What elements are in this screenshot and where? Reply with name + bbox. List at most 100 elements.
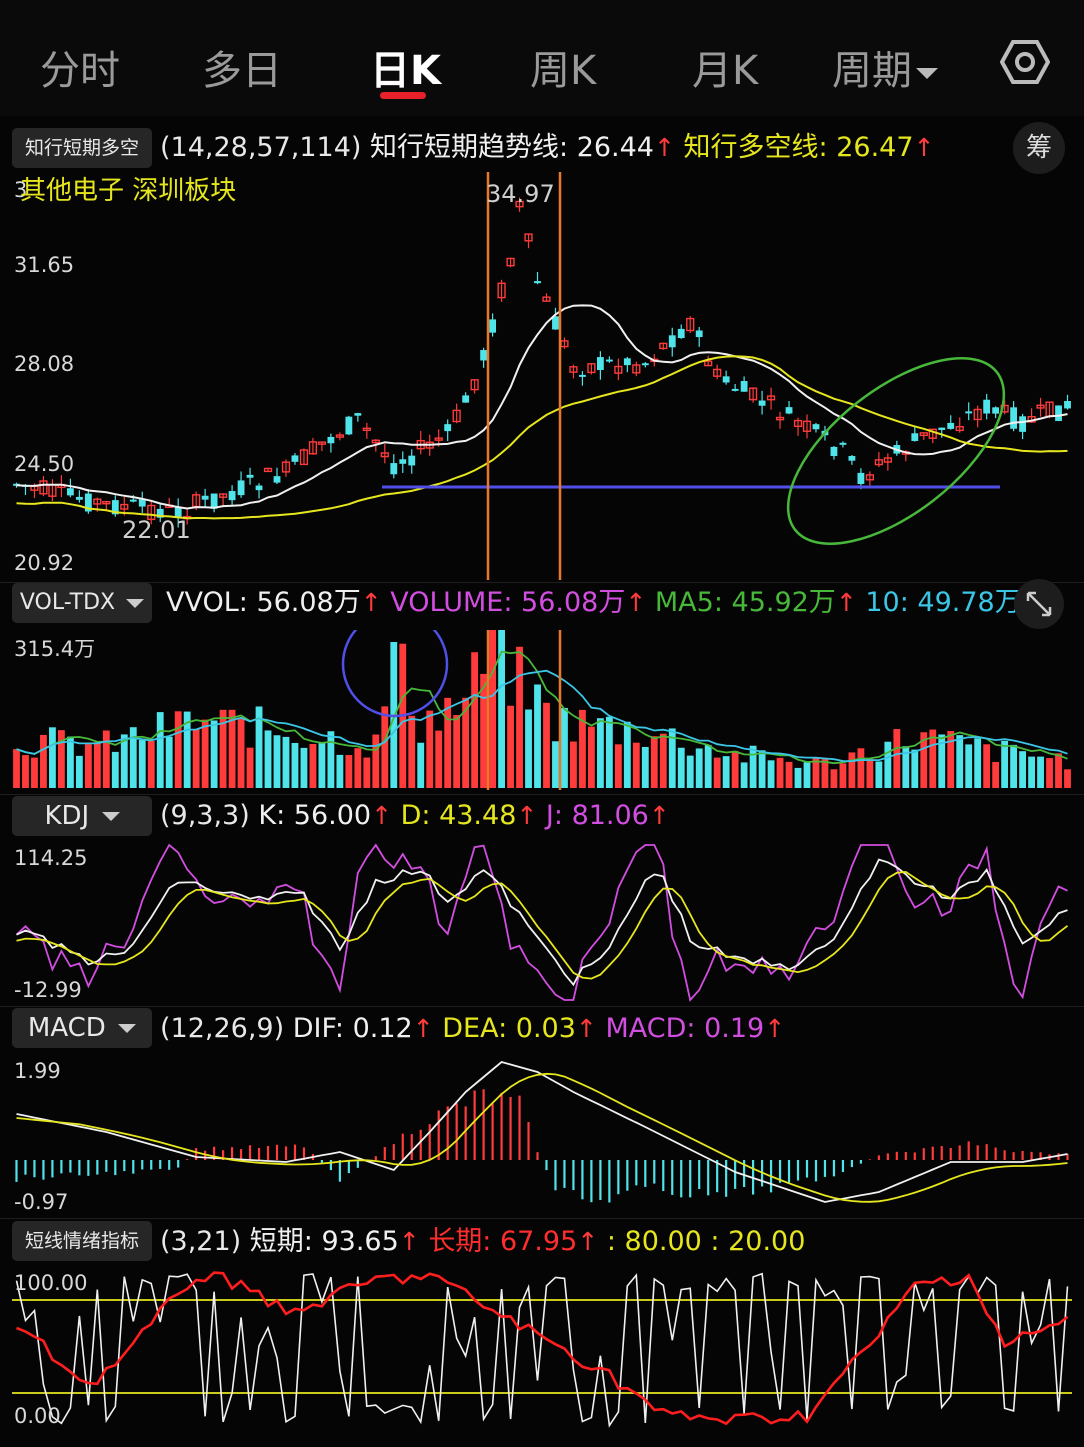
volume-bar [605, 716, 613, 788]
volume-bar [956, 735, 964, 788]
highlight-box [486, 630, 562, 790]
tab-fenshi[interactable]: 分时 [40, 48, 120, 94]
candle-body [812, 424, 820, 430]
volume-panel[interactable] [12, 630, 1072, 790]
volume-bar [659, 733, 667, 788]
candle-body [335, 434, 344, 438]
candle-body [515, 200, 524, 208]
candle-body [102, 501, 111, 505]
volume-bar [561, 707, 568, 788]
candle-body [255, 485, 263, 491]
tab-yuek[interactable]: 月K [692, 48, 759, 94]
tab-duori[interactable]: 多日 [202, 48, 282, 94]
candle-body [228, 491, 236, 501]
candle-body [623, 358, 631, 366]
emotion-panel[interactable] [12, 1265, 1072, 1435]
volume-bar [579, 709, 586, 788]
chip-distribution-button[interactable]: 筹 [1013, 122, 1065, 174]
candle-body [156, 508, 164, 518]
volume-bar [111, 751, 119, 788]
volume-bar [650, 736, 658, 788]
long-short-line [16, 355, 1068, 520]
candle-body [371, 439, 380, 444]
volume-bar [767, 760, 775, 788]
volume-indicator-selector[interactable]: VOL-TDX [12, 583, 152, 623]
volume-bar [309, 743, 317, 788]
volume-bar [219, 709, 227, 788]
candle-body [390, 463, 398, 475]
tab-zhouk[interactable]: 周K [530, 48, 597, 94]
candle-body [13, 483, 20, 486]
dea-line [16, 1072, 1068, 1203]
volume-bar [902, 746, 910, 788]
volume-bar [525, 709, 532, 788]
candle-body [785, 407, 793, 414]
volume-bar [623, 721, 631, 788]
kdj-min-label: -12.99 [14, 978, 82, 1002]
period-tabs: 分时 多日 日K 周K 月K 周期 [0, 0, 1084, 116]
volume-bar [120, 734, 128, 788]
volume-bar [40, 734, 47, 788]
candle-body [506, 257, 515, 267]
candle-body [973, 408, 982, 421]
tab-rik[interactable]: 日K [370, 48, 441, 94]
candle-body [1036, 404, 1045, 409]
j-line [15, 843, 1068, 1002]
volume-bar [1046, 758, 1053, 788]
volume-bar [776, 757, 784, 788]
macd-indicator-selector[interactable]: MACD [12, 1008, 152, 1048]
main-indicator-selector[interactable]: 知行短期多空 [12, 128, 152, 168]
volume-bar [983, 744, 991, 788]
volume-bar [66, 736, 74, 788]
volume-max-label: 315.4万 [14, 637, 96, 661]
volume-bar [848, 752, 856, 788]
volume-bar [75, 755, 83, 788]
volume-bar [57, 730, 65, 788]
candle-body [75, 496, 83, 500]
candle-body [839, 442, 847, 445]
tab-zhouqi[interactable]: 周期 [832, 38, 938, 96]
volume-bar [84, 744, 92, 788]
candle-body [362, 427, 371, 431]
volume-bar [49, 727, 56, 788]
emotion-min-label: 0.00 [14, 1404, 61, 1428]
volume-bar [31, 757, 38, 788]
macd-panel[interactable] [12, 1052, 1072, 1217]
volume-bar [237, 717, 245, 788]
candle-body [992, 407, 1000, 414]
volume-bar [839, 763, 847, 788]
volume-bar [165, 736, 173, 788]
volume-bar [291, 742, 299, 788]
candle-body [201, 495, 209, 500]
candle-body [793, 419, 803, 427]
settings-gear-icon[interactable] [1000, 38, 1050, 86]
candle-body [569, 366, 578, 373]
volume-bar [129, 727, 137, 788]
highlight-box [486, 172, 562, 580]
volume-bar [740, 762, 748, 788]
volume-bar [147, 740, 155, 788]
candle-body [93, 498, 102, 505]
emotion-indicator-selector[interactable]: 短线情绪指标 [12, 1221, 152, 1261]
volume-bar [435, 730, 443, 788]
volume-bar [453, 715, 461, 788]
volume-bar [210, 720, 218, 788]
kdj-panel[interactable] [12, 840, 1072, 1005]
candle-body [587, 363, 596, 374]
d-line [16, 870, 1069, 980]
kline-chart [13, 172, 1071, 580]
expand-icon[interactable] [1014, 579, 1064, 629]
macd-chart [15, 1061, 1069, 1203]
volume-bar [758, 750, 766, 788]
candle-body [1010, 407, 1018, 429]
chevron-down-icon [126, 598, 145, 608]
volume-bar [372, 734, 380, 788]
candle-body [686, 317, 695, 332]
k-line [16, 858, 1068, 987]
emotion-indicator-values: (3,21) 短期: 93.65↑ 长期: 67.95↑ : 80.00 : 2… [160, 1226, 806, 1257]
kdj-indicator-selector[interactable]: KDJ [12, 796, 152, 836]
volume-bar [794, 767, 802, 788]
kline-panel[interactable] [12, 172, 1072, 580]
ma5-line [16, 650, 1068, 765]
candle-body [579, 374, 586, 377]
